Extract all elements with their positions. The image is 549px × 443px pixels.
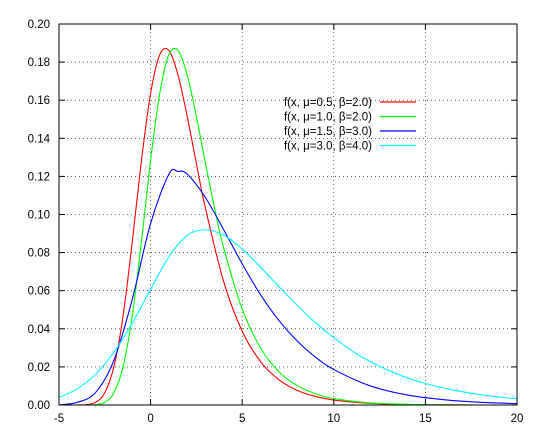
grid xyxy=(59,24,517,405)
y-axis-ticks: 0.00 0.02 0.04 0.06 0.08 0.10 0.12 0.14 0.16 0.18… xyxy=(28,19,517,412)
series-lines xyxy=(58,47,518,406)
x-tick-label: 10 xyxy=(327,413,340,425)
legend-label-2: f(x, μ=1.0, β=2.0) xyxy=(284,112,372,124)
series-line-1 xyxy=(59,47,517,406)
series-line-3 xyxy=(58,168,518,406)
y-tick-label: 0.12 xyxy=(28,171,50,183)
legend-label-4: f(x, μ=3.0, β=4.0) xyxy=(284,141,372,153)
y-tick-label: 0.20 xyxy=(28,19,50,31)
y-tick-label: 0.08 xyxy=(28,248,50,260)
y-tick-label: 0.00 xyxy=(28,400,50,412)
series-line-4 xyxy=(58,229,518,400)
y-tick-label: 0.14 xyxy=(28,133,51,145)
legend: f(x, μ=0.5, β=2.0) f(x, μ=1.0, β=2.0) f(x,… xyxy=(284,97,416,153)
y-tick-label: 0.10 xyxy=(28,210,50,222)
legend-label-3: f(x, μ=1.5, β=3.0) xyxy=(284,126,372,138)
y-tick-label: 0.02 xyxy=(28,362,50,374)
y-tick-label: 0.16 xyxy=(28,95,50,107)
x-tick-label: 0 xyxy=(147,413,153,425)
x-tick-label: 5 xyxy=(239,413,245,425)
x-tick-label: 15 xyxy=(419,413,432,425)
y-tick-label: 0.04 xyxy=(28,324,51,336)
series-line-2 xyxy=(59,47,517,406)
x-tick-label: -5 xyxy=(54,413,64,425)
y-tick-label: 0.18 xyxy=(28,57,50,69)
x-axis-ticks: -5 0 5 10 15 20 xyxy=(54,24,524,425)
x-tick-label: 20 xyxy=(511,413,524,425)
legend-label-1: f(x, μ=0.5, β=2.0) xyxy=(284,97,372,109)
y-tick-label: 0.06 xyxy=(28,286,50,298)
